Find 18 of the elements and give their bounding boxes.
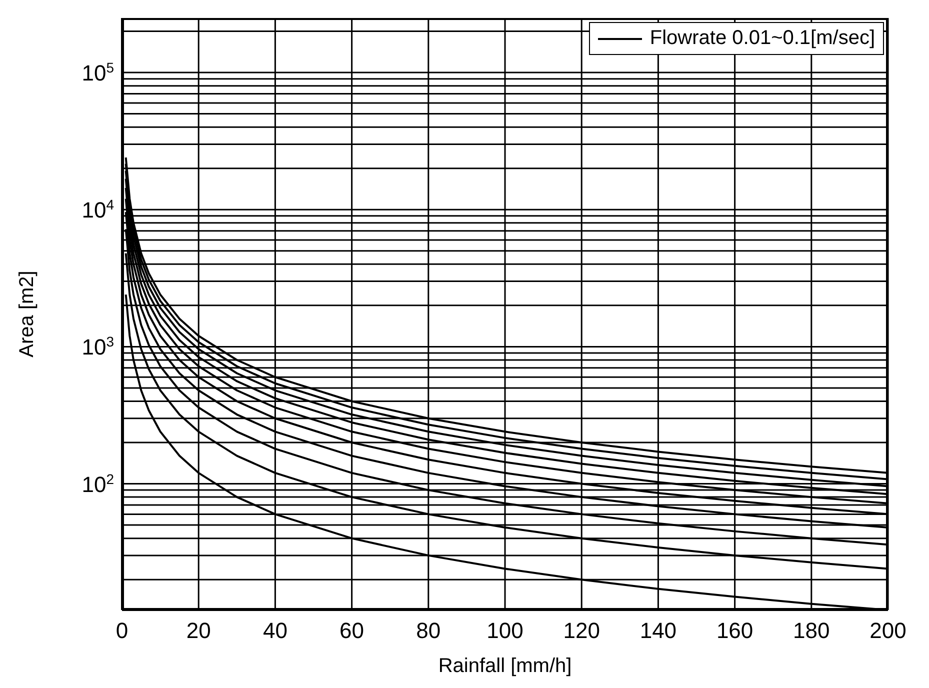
legend-label: Flowrate 0.01~0.1[m/sec] xyxy=(650,27,875,50)
x-tick-label: 100 xyxy=(486,618,524,643)
x-tick-label: 60 xyxy=(340,618,364,643)
x-tick-label: 40 xyxy=(262,618,288,643)
x-tick-label: 20 xyxy=(186,618,211,643)
y-tick-label: 10$^{5}$ xyxy=(82,60,114,86)
x-tick-label: 120 xyxy=(563,618,600,643)
x-tick-label: 140 xyxy=(640,618,677,643)
y-tick-label: 10$^{3}$ xyxy=(82,334,114,360)
x-tick-label: 180 xyxy=(793,618,830,643)
x-axis-title: Rainfall [mm/h] xyxy=(438,655,572,677)
x-tick-label: 80 xyxy=(416,618,441,643)
x-tick-label: 200 xyxy=(870,618,906,643)
y-tick-label: 10$^{2}$ xyxy=(82,470,114,497)
y-tick-label: 10$^{4}$ xyxy=(82,196,114,223)
y-axis-title: Area [m2] xyxy=(16,270,38,358)
x-tick-label: 160 xyxy=(716,618,754,643)
x-tick-label: 0 xyxy=(116,618,128,643)
